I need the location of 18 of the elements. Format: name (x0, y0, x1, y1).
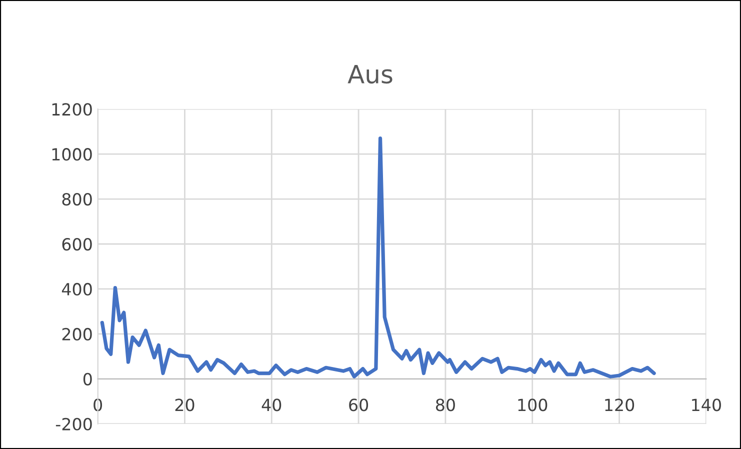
x-tick-label: 80 (436, 398, 455, 412)
y-tick-label: -200 (56, 418, 92, 430)
y-tick-label: 0 (83, 372, 92, 386)
y-tick-label: 1000 (52, 148, 92, 161)
x-tick-label: 140 (692, 398, 721, 412)
x-tick-label: 120 (605, 398, 634, 412)
x-tick-label: 60 (349, 398, 368, 412)
chart-title: Aus (348, 65, 392, 84)
y-tick-label: 200 (62, 328, 92, 340)
x-tick-label: 40 (262, 398, 282, 412)
x-tick-label: 0 (94, 398, 102, 412)
x-tick-label: 20 (175, 398, 194, 412)
y-tick-label: 600 (62, 238, 92, 251)
y-tick-label: 400 (62, 282, 92, 296)
y-tick-label: 1200 (52, 103, 92, 116)
y-tick-label: 800 (62, 193, 92, 206)
x-tick-label: 100 (518, 398, 548, 412)
line-series (100, 136, 656, 378)
